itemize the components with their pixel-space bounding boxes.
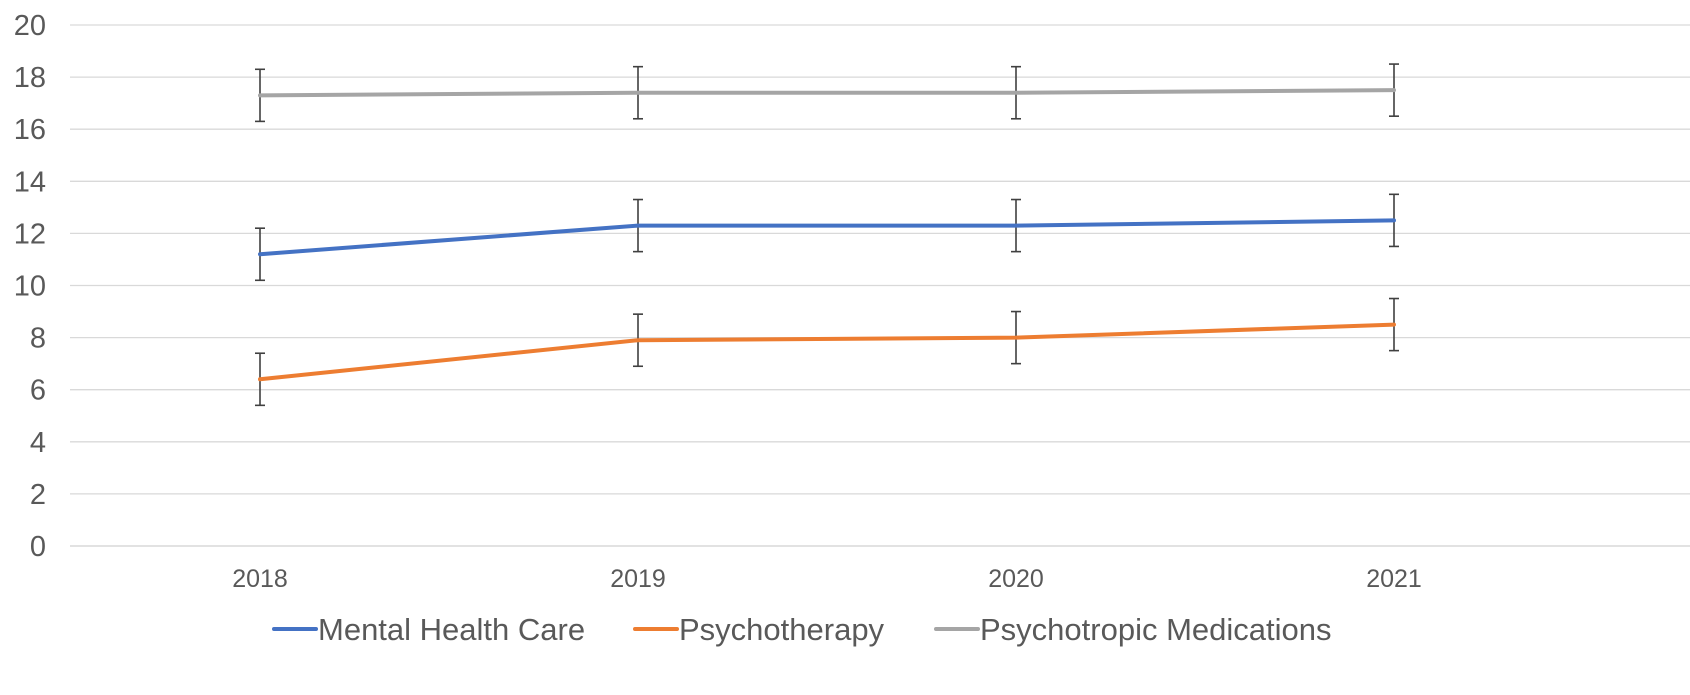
y-tick-label: 10	[14, 271, 46, 303]
legend: Mental Health Care Psychotherapy Psychotro…	[272, 612, 1332, 647]
y-tick-label: 16	[14, 114, 46, 146]
gridlines	[70, 24, 1690, 547]
y-axis: 0 2 4 6 8 10 12 14 16 18 20	[14, 10, 46, 563]
y-tick-label: 2	[30, 479, 46, 511]
y-tick-label: 0	[30, 531, 46, 563]
y-tick-label: 18	[14, 62, 46, 94]
y-tick-label: 14	[14, 166, 46, 198]
error-bars	[255, 63, 1399, 407]
series-lines	[258, 88, 1396, 382]
y-tick-label: 6	[30, 375, 46, 407]
legend-label: Psychotropic Medications	[980, 612, 1332, 647]
x-tick-label: 2020	[988, 565, 1044, 593]
y-tick-label: 8	[30, 323, 46, 355]
legend-item-psychotropic-medications: Psychotropic Medications	[934, 612, 1332, 647]
series-line-mental-health-care	[258, 218, 1396, 257]
series-line-psychotherapy	[258, 322, 1396, 382]
y-tick-label: 4	[30, 427, 46, 459]
legend-item-psychotherapy: Psychotherapy	[633, 612, 885, 647]
legend-item-mental-health-care: Mental Health Care	[272, 612, 585, 647]
legend-label: Psychotherapy	[679, 612, 885, 647]
y-tick-label: 20	[14, 10, 46, 42]
x-tick-label: 2019	[610, 565, 666, 593]
x-tick-label: 2021	[1366, 565, 1422, 593]
series-line-psychotropic-medications	[258, 88, 1396, 98]
x-tick-label: 2018	[232, 565, 288, 593]
legend-label: Mental Health Care	[318, 612, 585, 647]
y-tick-label: 12	[14, 218, 46, 250]
x-axis: 2018 2019 2020 2021	[232, 565, 1422, 593]
